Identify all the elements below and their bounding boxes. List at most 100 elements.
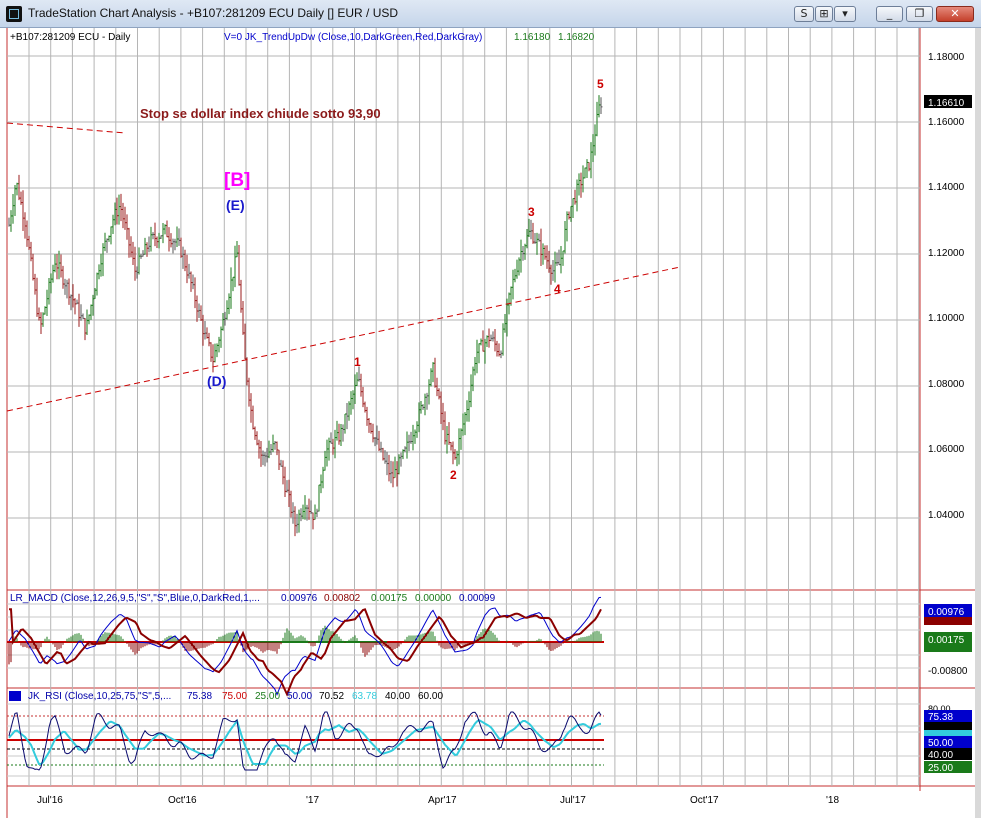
price-bar: [450, 442, 453, 451]
x-tick: '17: [306, 795, 319, 806]
price-bar: [342, 424, 345, 442]
macd-line: [8, 596, 602, 696]
price-bar: [162, 223, 165, 244]
layout-button[interactable]: ⊞: [815, 6, 833, 22]
price-bar: [350, 391, 353, 415]
price-tick: 1.04000: [928, 510, 965, 521]
price-bar: [214, 343, 217, 363]
x-tick: Oct'16: [168, 795, 197, 806]
symbol-link-button[interactable]: S: [794, 6, 814, 22]
resistance-trendline: [6, 122, 126, 134]
price-bar: [26, 220, 29, 247]
options-dropdown-button[interactable]: ▾: [834, 6, 856, 22]
rsi-value: 60.00: [418, 691, 443, 702]
price-bar: [554, 251, 557, 283]
price-bar: [336, 420, 339, 441]
price-bar: [306, 504, 309, 521]
price-bar: [358, 366, 361, 382]
price-bar: [488, 328, 491, 348]
price-bar: [186, 254, 189, 284]
price-bar: [482, 330, 485, 352]
price-bar: [300, 508, 303, 522]
price-bar: [78, 293, 81, 327]
wave-E-label: (E): [226, 197, 245, 213]
price-bar: [260, 441, 263, 467]
price-bar: [208, 332, 211, 347]
price-bar: [550, 264, 553, 285]
rsi-scale-value: 75.38: [928, 712, 953, 723]
price-bar: [588, 162, 591, 172]
price-bar: [120, 193, 123, 222]
price-bar: [466, 400, 469, 422]
price-bar: [192, 274, 195, 290]
chart-area[interactable]: +B107:281209 ECU - Daily V=0 JK_TrendUpD…: [0, 28, 981, 818]
price-bar: [584, 167, 587, 179]
price-bar: [34, 273, 37, 295]
rsi-value: 70.52: [319, 691, 344, 702]
rsi-line: [8, 711, 602, 771]
price-bar: [142, 250, 145, 257]
macd-value: 0.00802: [324, 593, 361, 604]
price-bar: [190, 271, 193, 292]
indicator-value-2: 1.16820: [558, 32, 595, 43]
indicator-label: V=0 JK_TrendUpDw (Close,10,DarkGreen,Red…: [224, 32, 482, 43]
price-bar: [546, 245, 549, 269]
price-bar: [536, 232, 539, 255]
price-bar: [330, 432, 333, 444]
price-bar: [32, 253, 35, 281]
price-bar: [364, 401, 367, 413]
price-bar: [114, 202, 117, 226]
price-bar: [60, 254, 63, 278]
price-bar: [152, 232, 155, 240]
price-bar: [132, 241, 135, 266]
macd-scale-value: -0.00800: [928, 666, 968, 677]
price-bar: [180, 237, 183, 258]
price-bar: [386, 451, 389, 476]
price-bar: [434, 357, 437, 388]
price-bar: [106, 238, 109, 253]
price-bar: [178, 228, 181, 246]
price-bar: [396, 461, 399, 487]
price-bar: [160, 235, 163, 239]
x-tick: Jul'16: [37, 795, 63, 806]
price-bar: [366, 406, 369, 426]
price-bar: [288, 479, 291, 507]
close-button[interactable]: ✕: [936, 6, 974, 22]
price-tick: 1.08000: [928, 379, 965, 390]
price-bar: [232, 276, 235, 292]
price-bar: [494, 328, 497, 352]
price-bar: [562, 250, 565, 266]
indicator-value-1: 1.16180: [514, 32, 551, 43]
minimize-button[interactable]: _: [876, 6, 903, 22]
price-bar: [42, 312, 45, 327]
macd-signal-line: [9, 608, 602, 697]
price-bar: [20, 191, 23, 205]
price-bar: [206, 327, 209, 339]
price-bar: [406, 431, 409, 459]
price-bar: [134, 246, 137, 281]
price-bar: [116, 197, 119, 225]
price-bar: [454, 449, 457, 460]
price-bar: [398, 454, 401, 475]
maximize-button[interactable]: ❐: [906, 6, 933, 22]
price-bar: [428, 379, 431, 405]
price-bar: [348, 401, 351, 421]
price-bar: [590, 142, 593, 179]
price-bar: [290, 490, 293, 518]
price-bar: [446, 426, 449, 454]
price-tick: 1.14000: [928, 182, 965, 193]
price-bar: [544, 245, 547, 260]
price-bar: [568, 211, 571, 220]
price-bar: [598, 95, 601, 118]
chart-svg[interactable]: +B107:281209 ECU - Daily V=0 JK_TrendUpD…: [0, 28, 981, 818]
rsi-value: 75.38: [187, 691, 212, 702]
price-bar: [270, 443, 273, 455]
price-bar: [230, 267, 233, 309]
price-bar: [22, 190, 25, 231]
x-tick: Jul'17: [560, 795, 586, 806]
price-bar: [54, 254, 57, 273]
price-bar: [328, 437, 331, 461]
rsi-scale-value: 50.00: [928, 738, 953, 749]
price-bar: [332, 438, 335, 455]
price-bar: [250, 393, 253, 423]
